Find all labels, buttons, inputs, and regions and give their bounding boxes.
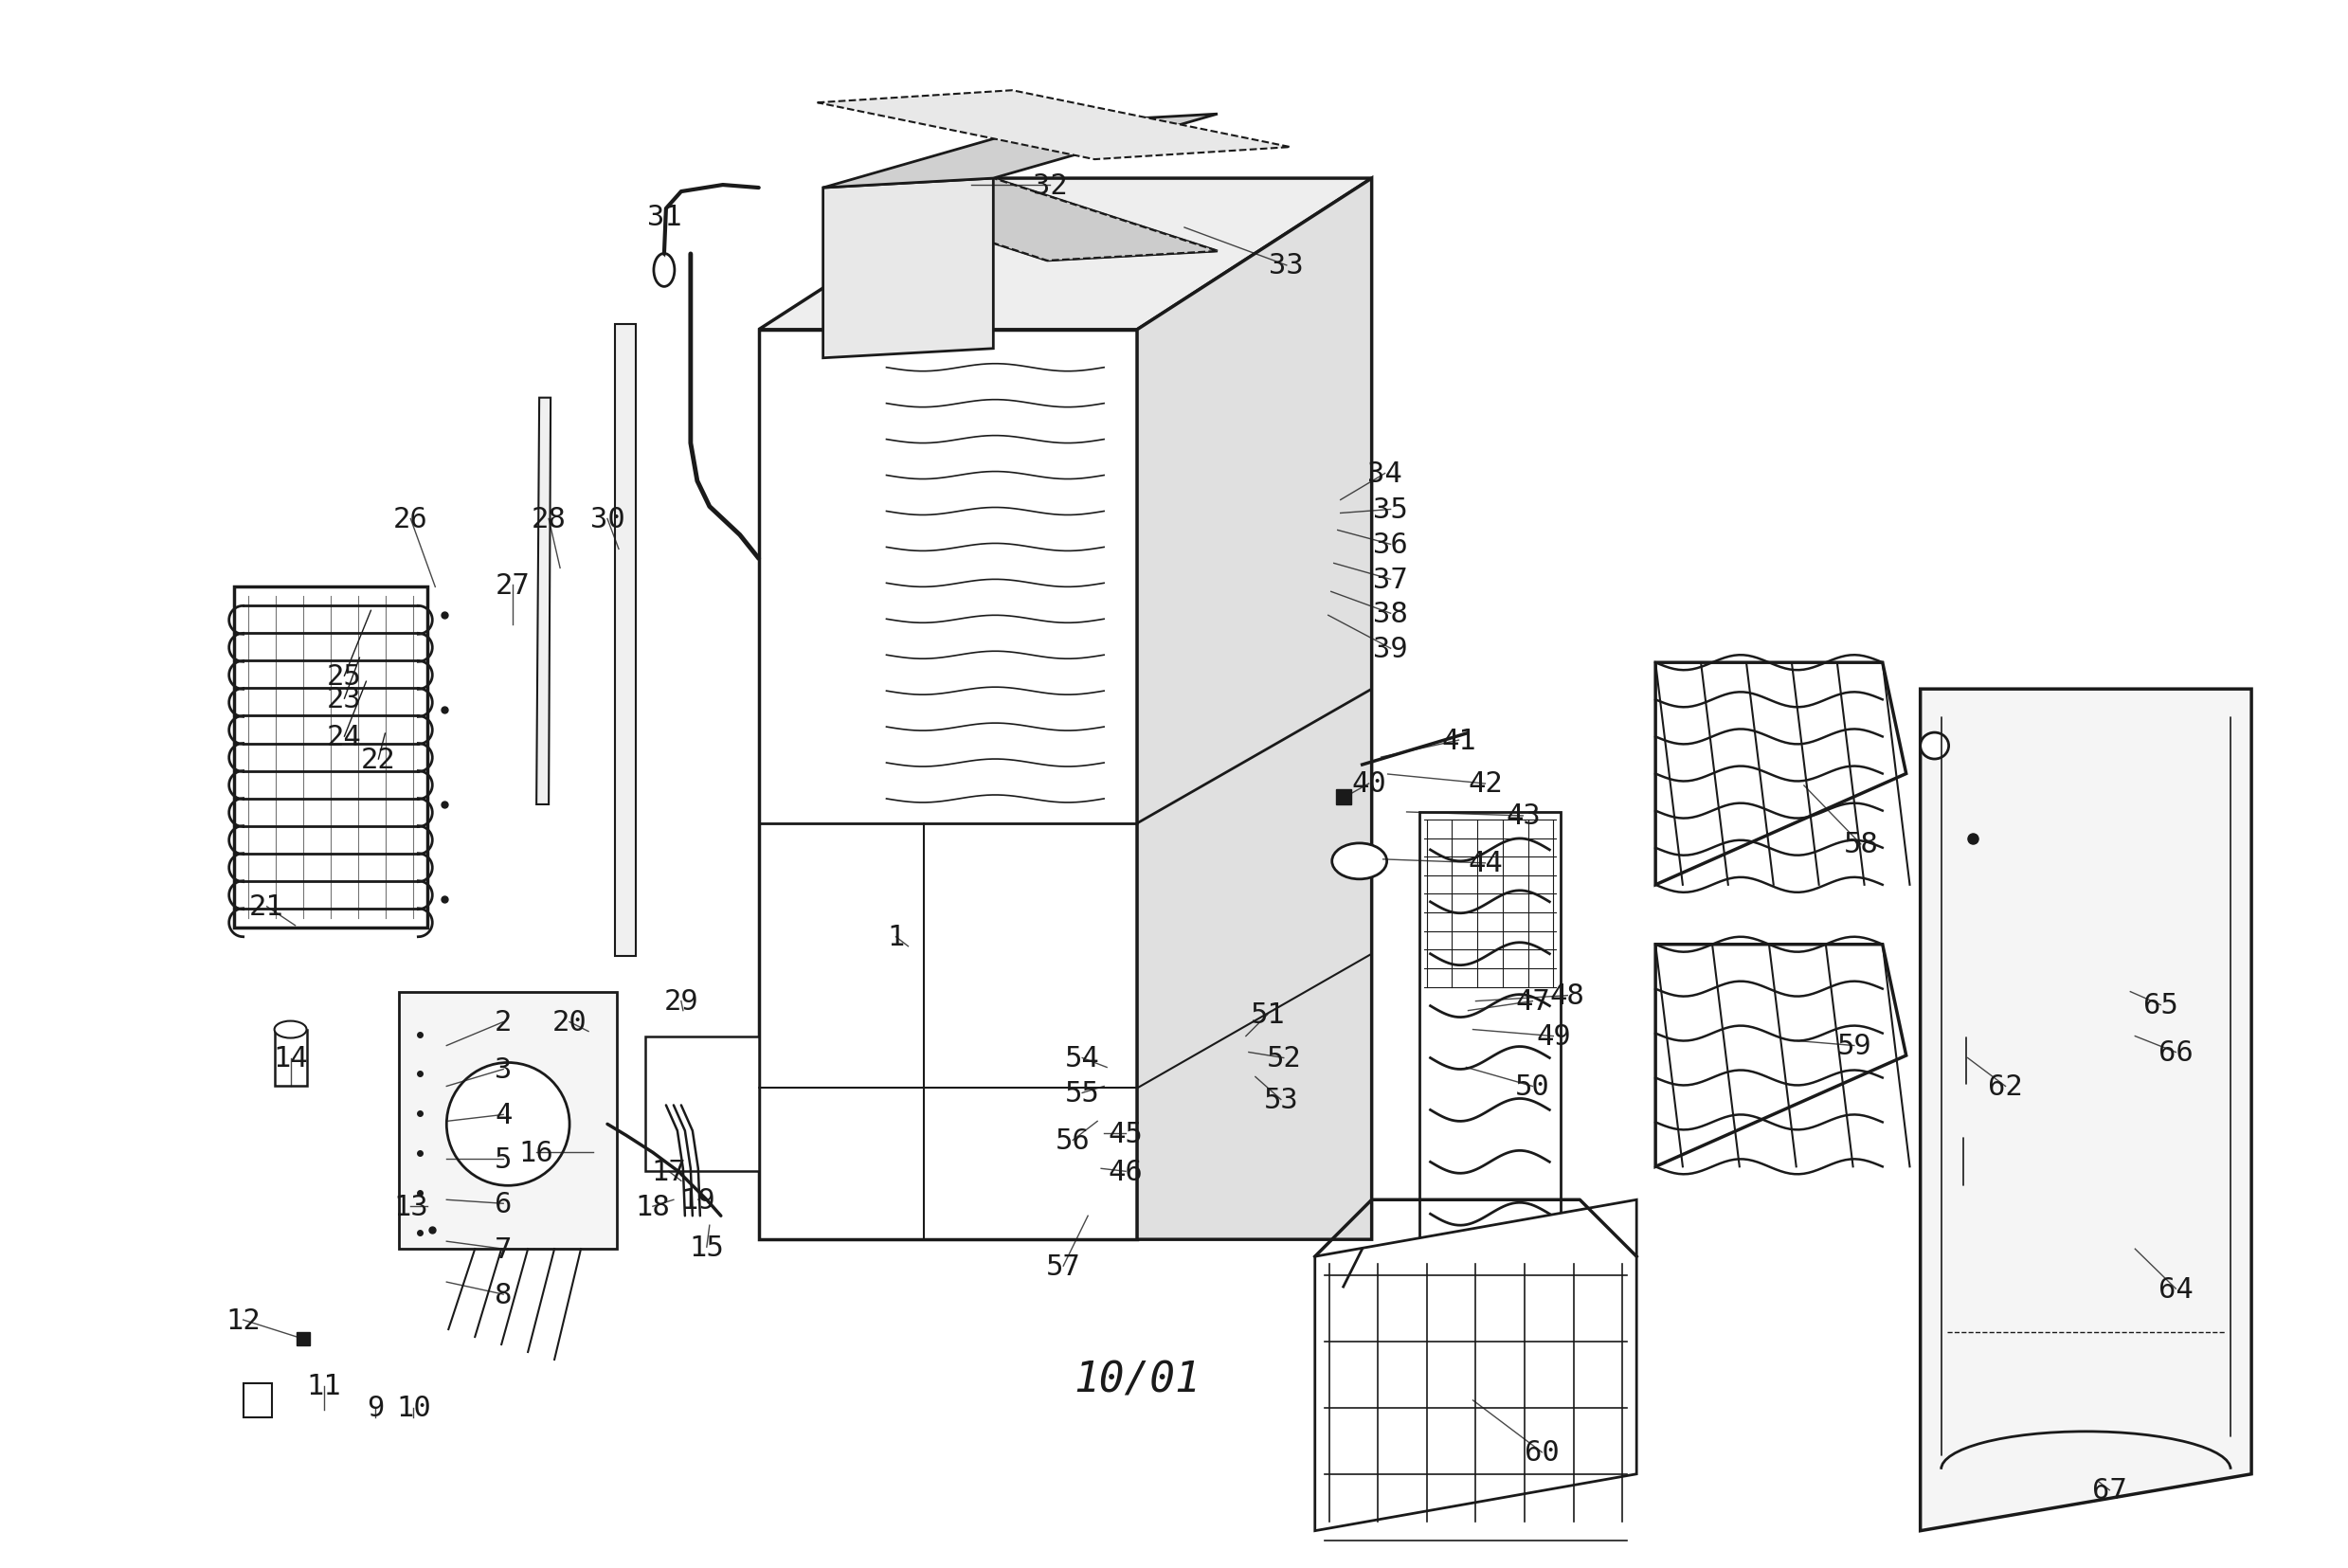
Polygon shape — [399, 993, 618, 1250]
Text: 9: 9 — [366, 1394, 385, 1422]
Polygon shape — [758, 331, 1136, 1240]
Polygon shape — [824, 179, 1219, 262]
Text: 8: 8 — [495, 1281, 512, 1308]
Text: 67: 67 — [2092, 1477, 2127, 1504]
Polygon shape — [824, 179, 993, 359]
Polygon shape — [235, 588, 427, 928]
Text: 52: 52 — [1266, 1044, 1301, 1073]
Text: 42: 42 — [1468, 770, 1503, 798]
Text: 1: 1 — [888, 924, 904, 950]
Text: 2: 2 — [495, 1008, 512, 1036]
Text: 11: 11 — [305, 1372, 340, 1400]
Text: 54: 54 — [1066, 1044, 1099, 1073]
Polygon shape — [1921, 690, 2252, 1530]
Text: 7: 7 — [495, 1236, 512, 1262]
Polygon shape — [824, 114, 1219, 188]
Text: 62: 62 — [1989, 1073, 2024, 1101]
Text: 56: 56 — [1054, 1127, 1089, 1154]
Text: 45: 45 — [1108, 1120, 1143, 1148]
Polygon shape — [244, 1383, 272, 1417]
Polygon shape — [1136, 179, 1371, 1240]
Ellipse shape — [653, 254, 674, 287]
Text: 27: 27 — [495, 572, 531, 599]
Text: 36: 36 — [1374, 532, 1409, 558]
Text: 35: 35 — [1374, 495, 1409, 524]
Text: 4: 4 — [495, 1101, 512, 1129]
Text: 33: 33 — [1270, 252, 1303, 279]
Polygon shape — [535, 398, 552, 804]
Text: 28: 28 — [531, 505, 566, 533]
Text: 22: 22 — [362, 746, 397, 773]
Ellipse shape — [1921, 732, 1949, 759]
Text: 19: 19 — [681, 1185, 716, 1214]
Text: 40: 40 — [1352, 770, 1385, 798]
Text: 38: 38 — [1374, 601, 1409, 627]
Text: 43: 43 — [1505, 803, 1540, 829]
Text: 30: 30 — [589, 505, 625, 533]
Polygon shape — [817, 91, 1291, 160]
Text: 49: 49 — [1536, 1022, 1571, 1051]
Ellipse shape — [1331, 844, 1388, 880]
Text: 47: 47 — [1514, 988, 1550, 1014]
Text: 12: 12 — [225, 1306, 261, 1334]
Text: 10/01: 10/01 — [1073, 1359, 1200, 1400]
Text: 39: 39 — [1374, 635, 1409, 663]
Text: 16: 16 — [519, 1138, 554, 1167]
Ellipse shape — [446, 1063, 571, 1185]
Polygon shape — [1418, 812, 1561, 1305]
Text: 58: 58 — [1843, 831, 1878, 858]
Polygon shape — [758, 179, 1371, 331]
Text: 64: 64 — [2158, 1275, 2193, 1303]
Polygon shape — [1315, 1200, 1637, 1530]
Polygon shape — [646, 1036, 758, 1171]
Text: 17: 17 — [650, 1157, 686, 1185]
Text: 15: 15 — [690, 1234, 723, 1261]
Text: 44: 44 — [1468, 850, 1503, 877]
Polygon shape — [824, 179, 1219, 262]
Text: 6: 6 — [495, 1190, 512, 1217]
Polygon shape — [615, 325, 636, 956]
Text: 13: 13 — [392, 1193, 427, 1220]
Text: 31: 31 — [646, 204, 681, 230]
Text: 65: 65 — [2144, 991, 2179, 1019]
Text: 5: 5 — [495, 1146, 512, 1173]
Text: 51: 51 — [1249, 1000, 1284, 1029]
Text: 48: 48 — [1550, 982, 1585, 1010]
Text: 46: 46 — [1108, 1157, 1143, 1185]
Text: 41: 41 — [1442, 728, 1477, 754]
Text: 23: 23 — [326, 685, 362, 712]
Text: 29: 29 — [664, 988, 700, 1014]
Text: 37: 37 — [1374, 566, 1409, 594]
Text: 34: 34 — [1367, 461, 1402, 488]
Text: 21: 21 — [249, 894, 284, 920]
Text: 59: 59 — [1836, 1032, 1871, 1060]
Text: 55: 55 — [1066, 1079, 1099, 1107]
Polygon shape — [275, 1030, 308, 1087]
Text: 50: 50 — [1514, 1073, 1550, 1101]
Text: 57: 57 — [1045, 1253, 1080, 1279]
Text: 3: 3 — [495, 1055, 512, 1083]
Text: 26: 26 — [392, 505, 427, 533]
Text: 20: 20 — [552, 1008, 587, 1036]
Text: 66: 66 — [2158, 1038, 2193, 1066]
Ellipse shape — [275, 1021, 308, 1038]
Text: 25: 25 — [326, 663, 362, 690]
Text: 32: 32 — [1033, 172, 1068, 199]
Text: 24: 24 — [326, 723, 362, 751]
Text: 53: 53 — [1263, 1087, 1298, 1113]
Text: 10: 10 — [397, 1394, 432, 1422]
Text: 18: 18 — [636, 1193, 669, 1220]
Text: 60: 60 — [1524, 1438, 1559, 1466]
Text: 14: 14 — [272, 1044, 308, 1073]
